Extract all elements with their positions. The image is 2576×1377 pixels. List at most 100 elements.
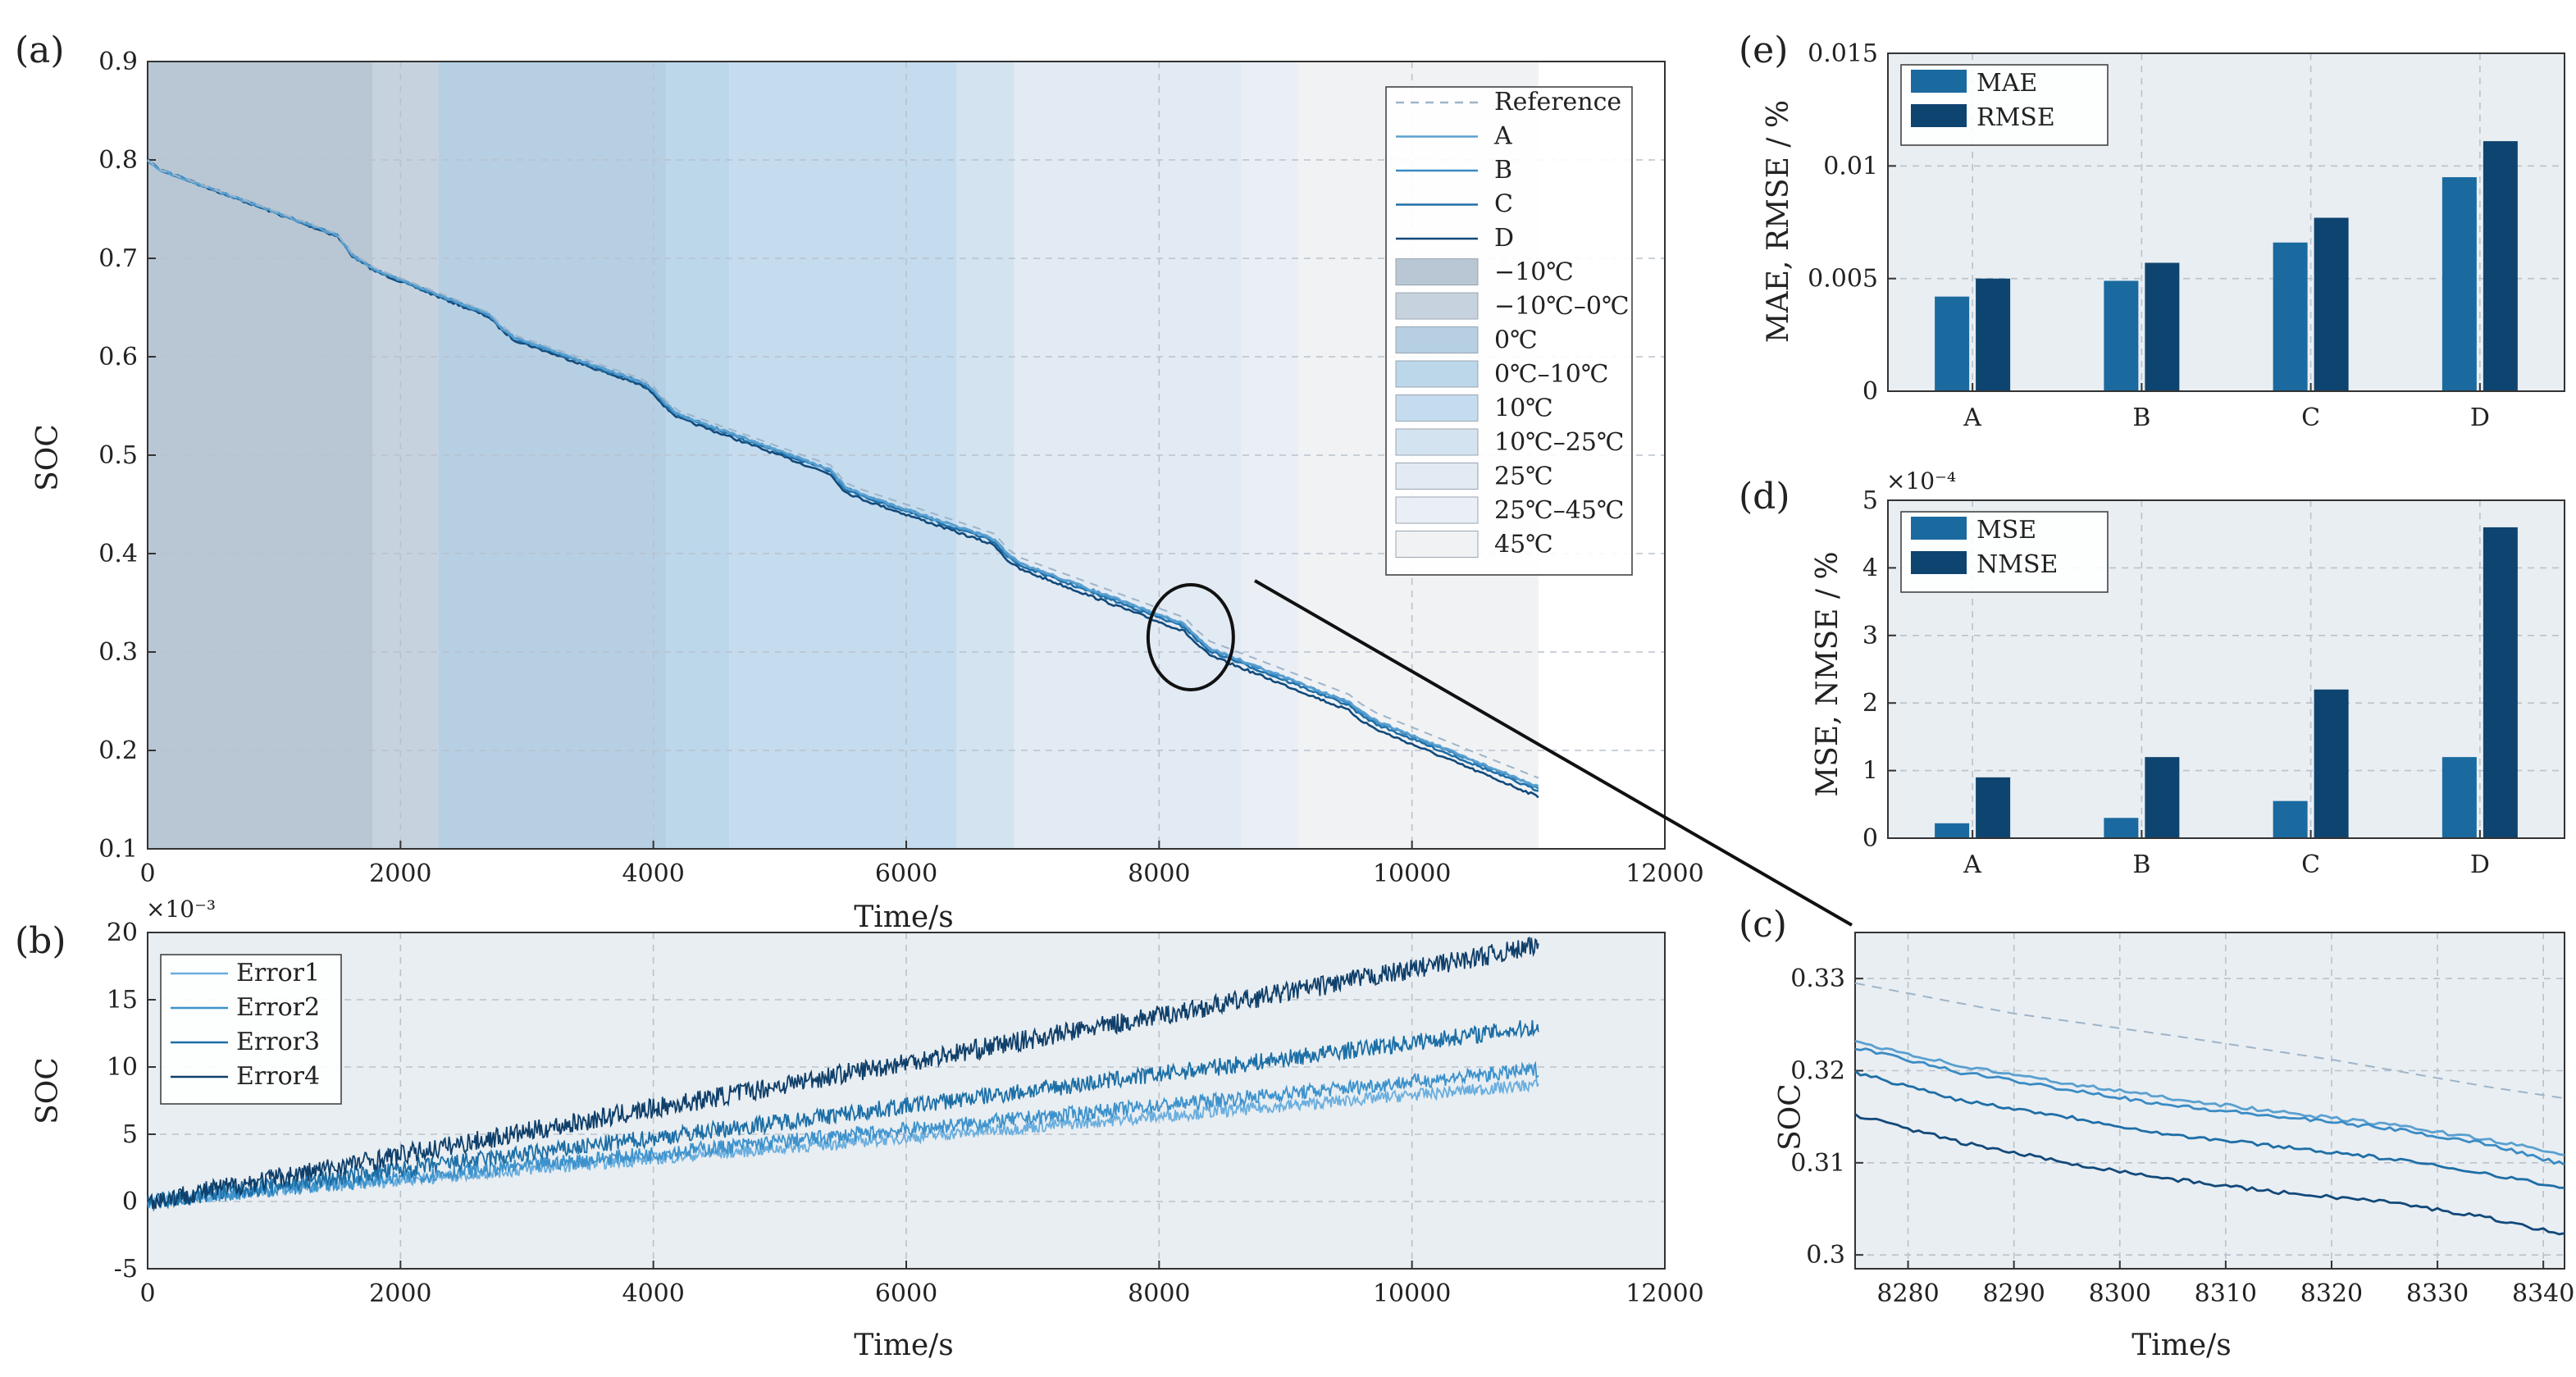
xtick-label-b: 0 [139, 1279, 155, 1308]
ytick-label-c: 0.32 [1790, 1056, 1845, 1085]
ytick-label-d: 3 [1862, 622, 1878, 650]
legend-label-Error3: Error3 [236, 1028, 320, 1056]
legend-swatch-MSE [1911, 517, 1967, 540]
category-label-d: B [2132, 850, 2150, 879]
xtick-label-a: 8000 [1128, 859, 1190, 888]
ylabel-e: MAE, RMSE / % [1762, 100, 1795, 343]
bar-NMSE-A [1976, 777, 2011, 838]
legend-swatch-temp [1395, 496, 1479, 524]
bar-MSE-D [2442, 757, 2477, 838]
ytick-label-e: 0.005 [1808, 265, 1878, 294]
ytick-label-a: 0.6 [98, 343, 138, 372]
series-Error2 [147, 1060, 1539, 1209]
legend-label-temp: 0℃ [1494, 326, 1538, 355]
scale-label-d: ×10⁻⁴ [1886, 467, 1956, 495]
chart-d: 0 1 2 3 4 5 A B C D MSE NMSE [1862, 486, 2565, 879]
xtick-label-a: 12000 [1625, 859, 1703, 888]
chart-a: 0.1 0.2 0.3 0.4 0.5 0.6 0.7 0.8 0.9 0 2000 4000 6000… [98, 48, 1703, 888]
legend-label-Error2: Error2 [236, 993, 320, 1022]
xtick-label-b: 10000 [1373, 1279, 1451, 1308]
xtick-label-b: 8000 [1128, 1279, 1190, 1308]
legend-label-Error1: Error1 [236, 959, 320, 987]
ytick-label-a: 0.9 [98, 48, 138, 76]
xtick-label-b: 6000 [875, 1279, 937, 1308]
ytick-label-a: 0.5 [98, 441, 138, 470]
panel-label-d: (d) [1739, 476, 1790, 518]
frame-c [1854, 932, 2565, 1270]
bar-RMSE-A [1976, 278, 2011, 391]
bar-MSE-C [2273, 800, 2308, 838]
frame-e [1887, 52, 2565, 392]
category-label-e: D [2470, 404, 2490, 432]
category-label-e: C [2301, 404, 2320, 432]
xtick-label-c: 8300 [2089, 1279, 2151, 1308]
bar-MSE-A [1935, 823, 1970, 838]
legend-label-temp: 0℃–10℃ [1494, 360, 1608, 389]
legend-label-MAE: MAE [1976, 69, 2037, 98]
bar-MAE-C [2273, 242, 2308, 391]
xtick-label-a: 4000 [622, 859, 684, 888]
legend-label-C: C [1494, 190, 1513, 219]
bar-MAE-B [2104, 280, 2139, 391]
xtick-label-c: 8290 [1982, 1279, 2045, 1308]
legend-label-temp: 45℃ [1494, 531, 1553, 559]
ytick-label-d: 0 [1862, 824, 1878, 853]
legend-label-temp: −10℃ [1494, 258, 1574, 287]
xtick-label-b: 4000 [622, 1279, 684, 1308]
ytick-label-c: 0.33 [1790, 964, 1845, 993]
ylabel-d: MSE, NMSE / % [1811, 551, 1844, 796]
series-A [1854, 1040, 2565, 1156]
legend-swatch-temp [1395, 463, 1479, 490]
ytick-label-c: 0.3 [1806, 1241, 1845, 1270]
chart-e: 0 0.005 0.01 0.015 A B C D MAE RMSE [1808, 39, 2565, 432]
bar-RMSE-D [2483, 141, 2518, 391]
series-A [147, 159, 1539, 787]
legend-label-NMSE: NMSE [1976, 550, 2058, 579]
bar-NMSE-D [2483, 527, 2518, 838]
series-C [1854, 1069, 2565, 1189]
frame-d [1887, 499, 2565, 839]
bar-MAE-D [2442, 177, 2477, 392]
xtick-label-c: 8320 [2300, 1279, 2363, 1308]
xtick-label-a: 0 [139, 859, 155, 888]
ytick-label-b: 15 [107, 986, 138, 1015]
xtick-label-c: 8310 [2195, 1279, 2257, 1308]
ytick-label-a: 0.3 [98, 638, 138, 667]
category-label-d: C [2301, 850, 2320, 879]
xtick-label-c: 8330 [2406, 1279, 2469, 1308]
ytick-label-b: 10 [107, 1053, 138, 1082]
legend-swatch-RMSE [1911, 104, 1967, 127]
legend-label-temp: 10℃–25℃ [1494, 428, 1624, 457]
legend-label-RMSE: RMSE [1976, 103, 2055, 132]
scale-label-b: ×10⁻³ [146, 896, 216, 923]
ytick-label-a: 0.4 [98, 540, 138, 568]
series-Reference [147, 159, 1539, 779]
chart-c: 0.3 0.31 0.32 0.33 8280 8290 8300 8310 8320 8330 8… [1790, 932, 2574, 1308]
ylabel-b: SOC [31, 1057, 65, 1124]
legend-swatch-temp [1395, 531, 1479, 558]
legend-swatch-temp [1395, 428, 1479, 456]
series-D [1854, 1113, 2565, 1236]
xtick-label-b: 12000 [1625, 1279, 1703, 1308]
bar-NMSE-B [2145, 757, 2180, 838]
panel-label-c: (c) [1739, 904, 1787, 946]
panel-label-b: (b) [15, 920, 66, 962]
ylabel-c: SOC [1774, 1083, 1808, 1151]
xtick-label-c: 8280 [1876, 1279, 1939, 1308]
xtick-label-a: 10000 [1373, 859, 1451, 888]
plot-bg-b [148, 932, 1665, 1269]
ytick-label-c: 0.31 [1790, 1149, 1845, 1178]
category-label-d: A [1963, 850, 1981, 879]
legend-swatch-temp [1395, 394, 1479, 422]
xtick-label-a: 6000 [875, 859, 937, 888]
legend-label-Error4: Error4 [236, 1062, 320, 1091]
ytick-label-a: 0.1 [98, 835, 138, 864]
ytick-label-d: 5 [1862, 486, 1878, 515]
ytick-label-b: -5 [114, 1255, 138, 1284]
category-label-e: A [1963, 404, 1981, 432]
ytick-label-d: 4 [1862, 554, 1878, 582]
legend-swatch-temp [1395, 292, 1479, 320]
xlabel-a: Time/s [854, 901, 954, 934]
ytick-label-e: 0.015 [1808, 39, 1878, 68]
ytick-label-d: 1 [1862, 757, 1878, 786]
